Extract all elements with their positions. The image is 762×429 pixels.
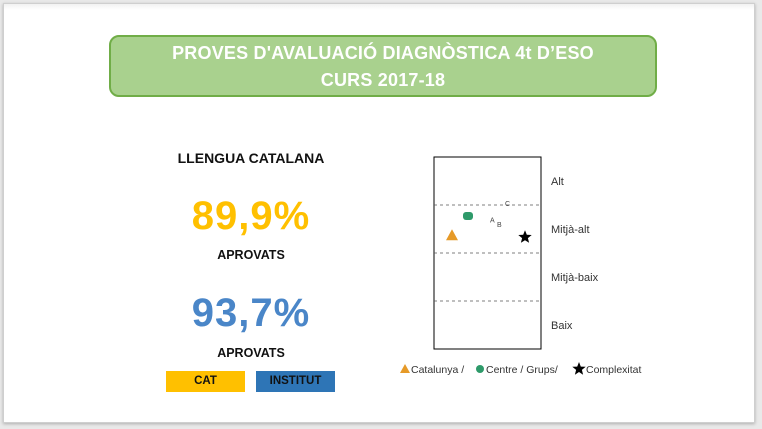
catalunya-marker bbox=[446, 229, 458, 241]
institut-pass-percent: 93,7% bbox=[191, 291, 311, 335]
subject-title: LLENGUA CATALANA bbox=[177, 150, 325, 166]
legend-complexitat-label: Complexitat bbox=[586, 364, 642, 376]
legend-catalunya-label: Catalunya / bbox=[411, 364, 464, 376]
legend-complexitat-icon bbox=[572, 362, 586, 375]
plot-frame bbox=[433, 156, 542, 350]
cat-tag: CAT bbox=[166, 371, 245, 392]
complexitat-marker bbox=[518, 230, 532, 243]
institut-pass-label: APROVATS bbox=[217, 346, 285, 360]
slide: PROVES D'AVALUACIÓ DIAGNÒSTICA 4t D’ESO … bbox=[3, 3, 755, 423]
legend-centre-icon bbox=[476, 365, 484, 373]
title-line-2: CURS 2017-18 bbox=[320, 70, 446, 90]
band-label: Mitjà-baix bbox=[551, 272, 599, 284]
group-label-c: C bbox=[505, 201, 510, 208]
group-label-a: A bbox=[490, 217, 495, 224]
institut-tag: INSTITUT bbox=[256, 371, 335, 392]
catalunya-pass-label: APROVATS bbox=[217, 248, 285, 262]
title-line-1: PROVES D'AVALUACIÓ DIAGNÒSTICA 4t D’ESO bbox=[172, 43, 594, 63]
band-label: Alt bbox=[551, 176, 564, 188]
band-label: Mitjà-alt bbox=[551, 224, 590, 236]
title-banner: PROVES D'AVALUACIÓ DIAGNÒSTICA 4t D’ESO … bbox=[109, 35, 657, 97]
band-label: Baix bbox=[551, 320, 573, 332]
group-label-b: B bbox=[497, 222, 502, 229]
catalunya-pass-percent: 89,9% bbox=[191, 194, 311, 238]
centre-marker bbox=[463, 212, 473, 221]
level-chart: Alt Mitjà-alt Mitjà-baix Baix AB C Catalunya /… bbox=[400, 156, 642, 376]
legend-catalunya-icon bbox=[400, 364, 410, 373]
legend-centre-label: Centre / Grups/ bbox=[486, 364, 558, 376]
